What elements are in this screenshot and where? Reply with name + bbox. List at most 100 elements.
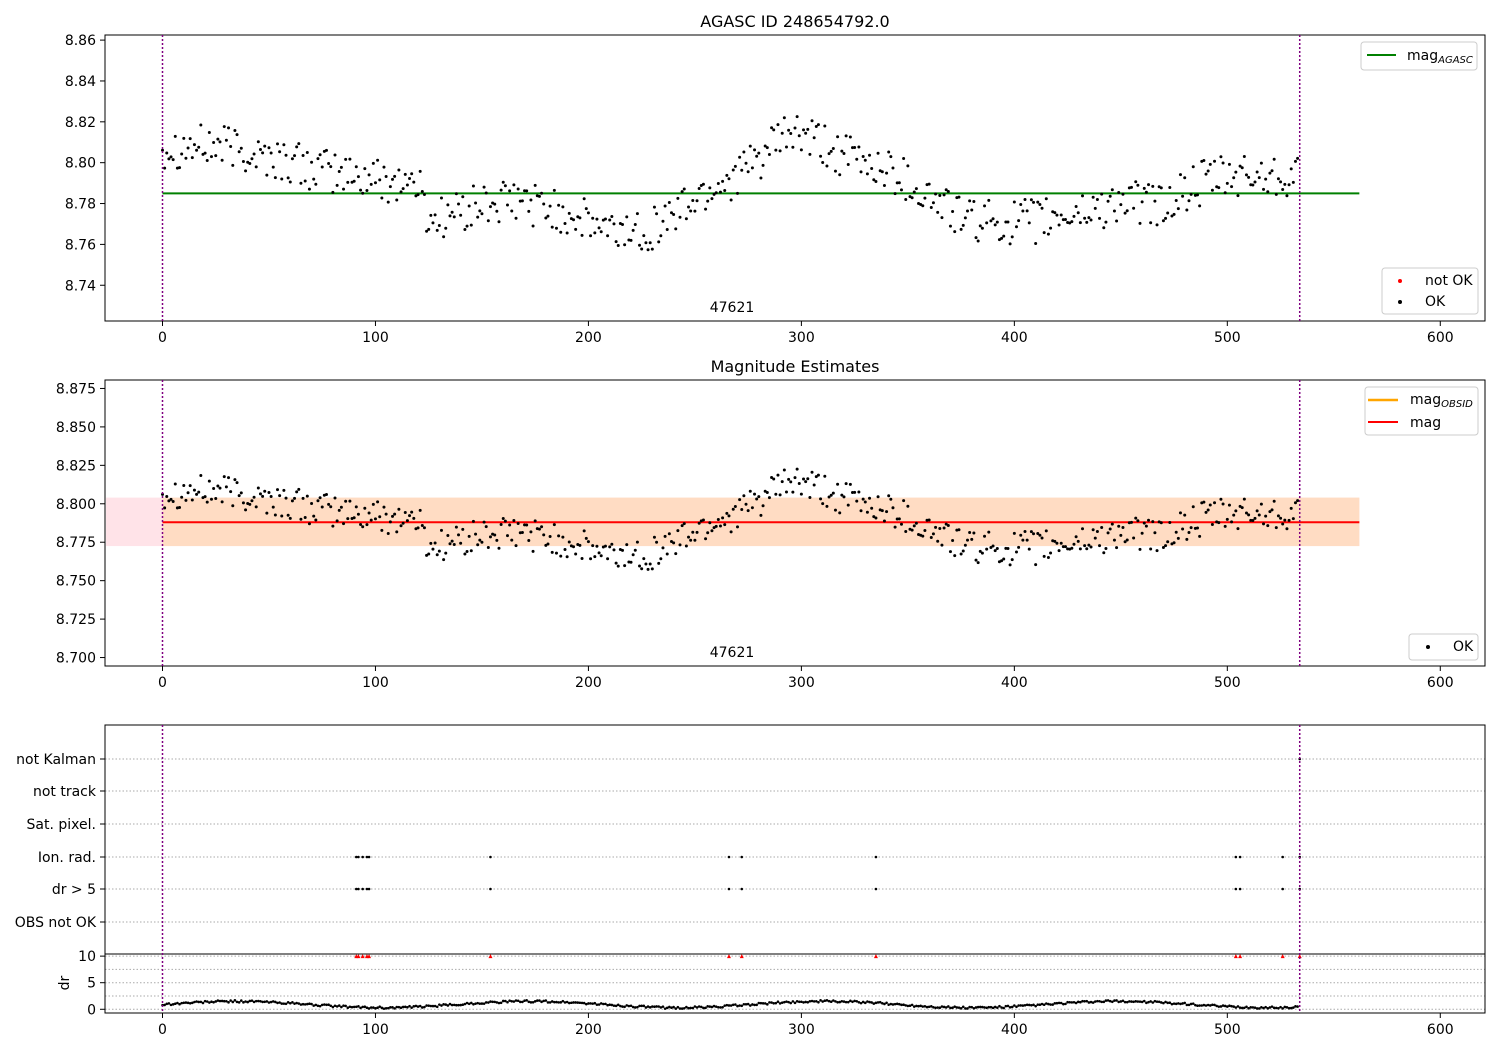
data-point [1221, 161, 1225, 165]
data-point [386, 531, 390, 535]
flag-point [1238, 887, 1242, 891]
data-point [422, 193, 426, 197]
data-point [320, 165, 324, 169]
dr-point [384, 1006, 388, 1010]
data-point [676, 196, 680, 200]
dr-point [1006, 1004, 1010, 1008]
dr-point [1200, 1004, 1204, 1007]
dr-point [582, 1001, 586, 1005]
dr-point [604, 1002, 607, 1006]
dr-point [1172, 1002, 1176, 1005]
dr-point [949, 1006, 952, 1010]
dr-point [866, 1000, 869, 1003]
dr-point [567, 1001, 571, 1005]
data-point [437, 224, 441, 228]
data-point [263, 489, 267, 493]
data-point [212, 487, 216, 491]
data-point [303, 179, 307, 183]
data-point [776, 473, 780, 477]
dr-point [1228, 1004, 1231, 1008]
data-point [616, 244, 620, 248]
data-point [1042, 554, 1046, 558]
data-point [295, 145, 299, 149]
dr-point [738, 1004, 741, 1007]
data-point [921, 534, 925, 538]
data-point [759, 176, 763, 180]
data-point [1151, 184, 1155, 188]
data-point [165, 494, 169, 498]
data-point [420, 190, 424, 194]
dr-point [859, 1001, 863, 1005]
data-point [1140, 200, 1144, 204]
data-point [178, 166, 182, 170]
data-point [497, 220, 501, 224]
data-point [865, 510, 869, 514]
data-point [339, 505, 343, 509]
data-point [256, 140, 260, 144]
legend-ok-marker [1398, 300, 1402, 304]
data-point [616, 564, 620, 568]
dr-point [163, 1003, 166, 1007]
data-point [733, 164, 737, 168]
data-point [795, 467, 799, 471]
data-point [356, 175, 360, 179]
dr-point [1281, 1007, 1284, 1010]
data-point [861, 155, 865, 159]
data-point [674, 227, 678, 231]
data-point [825, 504, 829, 508]
dr-point [210, 1000, 213, 1004]
data-point [691, 530, 695, 534]
data-point [1296, 156, 1300, 160]
data-point [1136, 519, 1140, 523]
dr-point [797, 1000, 801, 1004]
dr-point [759, 1001, 763, 1005]
dr-point [250, 999, 254, 1002]
dr-point [627, 1004, 631, 1008]
data-point [742, 494, 746, 498]
data-point [968, 531, 972, 534]
data-point [1046, 556, 1050, 560]
data-point [1206, 508, 1210, 512]
data-point [942, 193, 946, 197]
data-point [1129, 185, 1133, 189]
dr-point [889, 1002, 893, 1006]
dr-clipped-marker [1233, 954, 1238, 959]
data-point [563, 221, 567, 225]
dr-point [331, 1005, 335, 1009]
data-point [399, 524, 403, 528]
data-point [342, 522, 346, 526]
data-point [974, 558, 978, 562]
dr-point [205, 1000, 209, 1003]
dr-point [793, 1001, 797, 1005]
data-point [927, 518, 931, 522]
data-point [1264, 514, 1268, 518]
data-point [680, 524, 684, 528]
data-point [667, 201, 671, 205]
data-point [1210, 188, 1214, 192]
data-point [1234, 170, 1238, 174]
flag-point [354, 855, 358, 859]
data-point [974, 236, 978, 240]
data-point [1187, 530, 1191, 534]
dr-point [1285, 1006, 1289, 1009]
data-point [687, 535, 691, 539]
data-point [1076, 211, 1080, 215]
dr-point [346, 1006, 350, 1010]
dr-point [893, 1002, 897, 1006]
data-point [425, 229, 429, 233]
data-point [499, 522, 503, 526]
data-point [1106, 199, 1110, 203]
dr-point [819, 999, 822, 1002]
data-point [586, 540, 590, 544]
dr-point [1136, 1000, 1140, 1003]
dr-point [1292, 1006, 1295, 1009]
dr-point [870, 1001, 873, 1004]
data-point [461, 527, 465, 531]
dr-point [687, 1006, 690, 1010]
data-point [765, 490, 769, 494]
data-point [693, 538, 697, 542]
data-point [542, 533, 546, 537]
data-point [948, 224, 952, 228]
data-point [978, 224, 982, 228]
data-point [787, 128, 791, 132]
